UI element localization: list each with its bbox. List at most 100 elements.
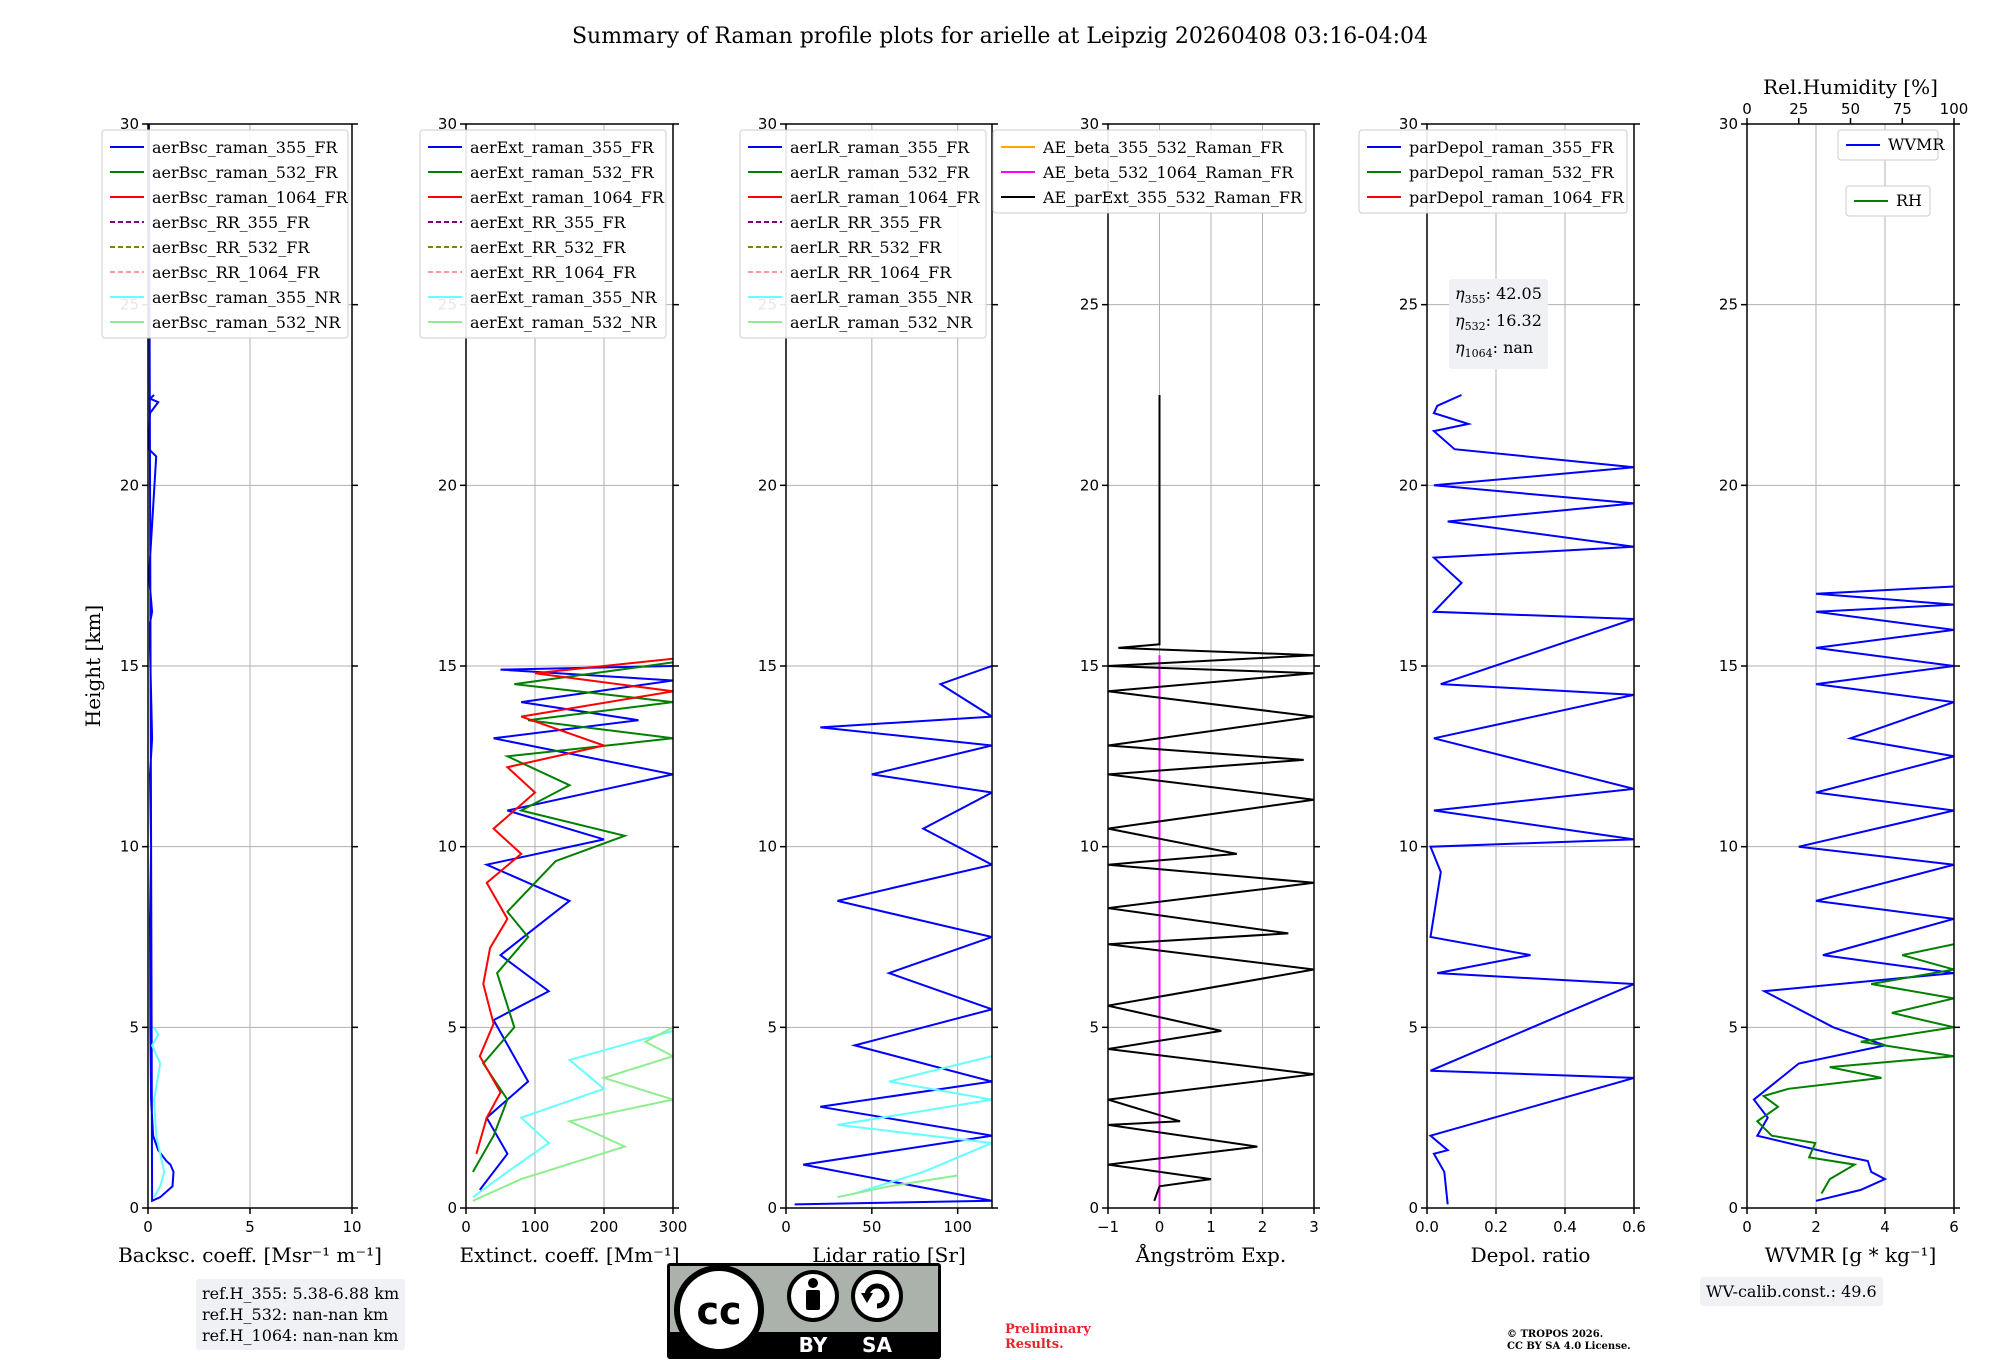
legend-label: aerBsc_raman_1064_FR <box>152 188 349 207</box>
ref-height-532: ref.H_532: nan-nan km <box>202 1305 389 1324</box>
panel-backscatter: 0510152025300510Backsc. coeff. [Msr⁻¹ m⁻… <box>81 115 382 1267</box>
legend-label: WVMR <box>1888 135 1945 154</box>
series-line-RH <box>1755 943 1954 1194</box>
series-line-aerExt_raman_355_NR <box>472 1029 673 1199</box>
y-tick-label: 10 <box>438 838 457 856</box>
legend-label: aerBsc_raman_532_NR <box>152 313 341 332</box>
x-axis-label: Ångström Exp. <box>1135 1242 1286 1267</box>
y-tick-label: 10 <box>1719 838 1738 856</box>
y-tick-label: 10 <box>1080 838 1099 856</box>
legend-label: aerExt_raman_355_FR <box>470 138 655 157</box>
top-x-tick-label: 100 <box>1940 100 1969 118</box>
series-line-aerExt_raman_1064_FR <box>475 657 673 1155</box>
y-tick-label: 5 <box>129 1018 139 1036</box>
legend-label: aerExt_RR_1064_FR <box>470 263 637 282</box>
preliminary-results-note: Preliminary Results. <box>1005 1322 1091 1352</box>
y-tick-label: 5 <box>447 1018 457 1036</box>
legend-label: aerBsc_RR_355_FR <box>152 213 310 232</box>
legend-label: aerBsc_raman_532_FR <box>152 163 338 182</box>
y-tick-label: 30 <box>1080 115 1099 133</box>
top-axis-label: Rel.Humidity [%] <box>1763 75 1938 99</box>
series-line-aerLR_raman_532_NR <box>837 1174 958 1199</box>
y-tick-label: 0 <box>1728 1199 1738 1217</box>
legend-box <box>992 129 1307 214</box>
legend-label: parDepol_raman_355_FR <box>1409 138 1615 157</box>
legend-label: AE_beta_355_532_Raman_FR <box>1042 138 1284 157</box>
legend-label: aerBsc_RR_1064_FR <box>152 263 321 282</box>
x-tick-label: 3 <box>1309 1218 1319 1236</box>
y-tick-label: 15 <box>758 657 777 675</box>
x-tick-label: −1 <box>1097 1218 1119 1236</box>
cc-by-label: BY <box>799 1333 828 1357</box>
y-tick-label: 20 <box>1719 476 1738 494</box>
legend-label: aerLR_RR_1064_FR <box>790 263 952 282</box>
x-tick-label: 2 <box>1811 1218 1821 1236</box>
y-tick-label: 15 <box>1719 657 1738 675</box>
y-tick-label: 20 <box>1080 476 1099 494</box>
legend-label: aerExt_RR_355_FR <box>470 213 627 232</box>
x-tick-label: 300 <box>659 1218 688 1236</box>
series-line-aerLR_raman_355_FR <box>794 665 992 1206</box>
y-tick-label: 30 <box>1719 115 1738 133</box>
legend-box <box>1358 129 1628 214</box>
legend-label: aerLR_RR_355_FR <box>790 213 942 232</box>
y-tick-label: 10 <box>1399 838 1418 856</box>
copyright-line-1: © TROPOS 2026. <box>1507 1329 1604 1340</box>
legend-label: aerLR_raman_532_NR <box>790 313 973 332</box>
y-tick-label: 5 <box>1089 1018 1099 1036</box>
series-line-aerExt_raman_355_FR <box>479 665 673 1191</box>
x-tick-label: 0.2 <box>1484 1218 1508 1236</box>
legend-label: parDepol_raman_532_FR <box>1409 163 1615 182</box>
y-tick-label: 30 <box>758 115 777 133</box>
series-line-parDepol_raman_355_FR <box>1428 394 1634 1205</box>
x-tick-label: 0 <box>1155 1218 1165 1236</box>
x-axis-label: Backsc. coeff. [Msr⁻¹ m⁻¹] <box>118 1243 382 1267</box>
x-tick-label: 0.6 <box>1622 1218 1646 1236</box>
x-axis-label: Extinct. coeff. [Mm⁻¹] <box>459 1243 679 1267</box>
legend-label: aerBsc_raman_355_FR <box>152 138 338 157</box>
series-line-aerBsc_raman_355_FR <box>148 124 175 1203</box>
y-tick-label: 30 <box>438 115 457 133</box>
copyright-note: © TROPOS 2026. CC BY SA 4.0 License. <box>1507 1329 1631 1353</box>
legend-label: aerExt_raman_1064_FR <box>470 188 665 207</box>
y-tick-label: 20 <box>1399 476 1418 494</box>
y-tick-label: 0 <box>1089 1199 1099 1217</box>
panel-lidar_ratio: 051015202530050100Lidar ratio [Sr]aerLR_… <box>739 115 998 1267</box>
top-x-tick-label: 50 <box>1841 100 1860 118</box>
y-tick-label: 5 <box>1408 1018 1418 1036</box>
series-line-aerExt_raman_532_NR <box>472 1026 673 1202</box>
legend-label: aerLR_raman_355_FR <box>790 138 970 157</box>
y-tick-label: 0 <box>1408 1199 1418 1217</box>
cc-logo-icon <box>674 1265 764 1355</box>
eta-1064: η1064: nan <box>1455 338 1534 361</box>
legend-box <box>419 129 667 339</box>
y-tick-label: 15 <box>120 657 139 675</box>
series-line-WVMR <box>1752 585 1954 1202</box>
y-axis-label: Height [km] <box>81 605 105 727</box>
cc-logo-text: cc <box>696 1289 741 1333</box>
y-tick-label: 0 <box>767 1199 777 1217</box>
x-tick-label: 4 <box>1880 1218 1890 1236</box>
x-tick-label: 200 <box>590 1218 619 1236</box>
sa-share-icon <box>851 1270 903 1322</box>
top-x-tick-label: 0 <box>1742 100 1752 118</box>
wv-calib-text: WV-calib.const.: 49.6 <box>1706 1282 1877 1301</box>
x-tick-label: 2 <box>1258 1218 1268 1236</box>
legend-label: aerExt_raman_355_NR <box>470 288 658 307</box>
cc-by-sa-badge: cc BY SA <box>667 1263 941 1359</box>
x-tick-label: 100 <box>521 1218 550 1236</box>
legend-label: aerBsc_RR_532_FR <box>152 238 310 257</box>
y-tick-label: 15 <box>1399 657 1418 675</box>
y-tick-label: 0 <box>447 1199 457 1217</box>
legend-box <box>1837 129 1939 161</box>
series-line-aerExt_raman_532_FR <box>472 661 673 1173</box>
y-tick-label: 20 <box>120 476 139 494</box>
by-person-head <box>808 1278 818 1288</box>
x-tick-label: 0 <box>143 1218 153 1236</box>
legend-label: AE_beta_532_1064_Raman_FR <box>1042 163 1294 182</box>
legend-label: aerLR_RR_532_FR <box>790 238 942 257</box>
y-tick-label: 5 <box>1728 1018 1738 1036</box>
